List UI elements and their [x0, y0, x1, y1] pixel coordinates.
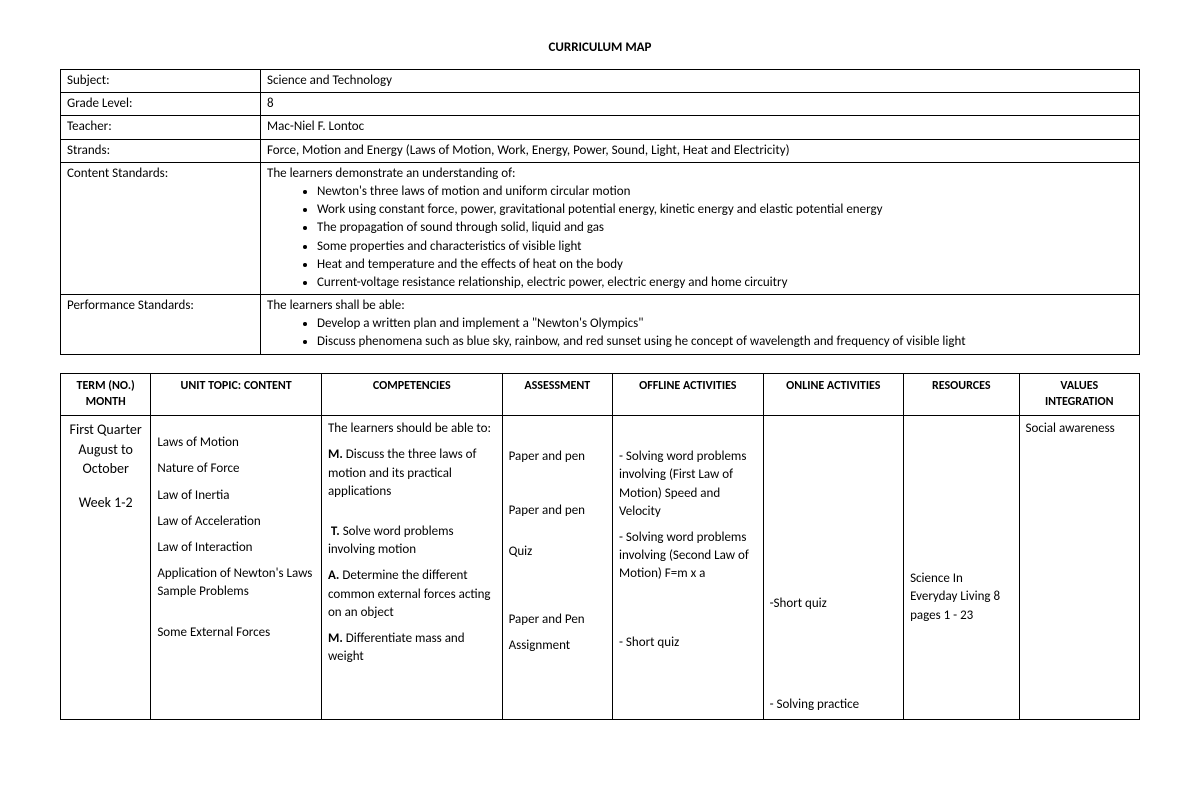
- online-item: -Short quiz: [770, 595, 898, 613]
- col-header-online: ONLINE ACTIVITIES: [763, 373, 904, 416]
- bullet-item: Current-voltage resistance relationship,…: [317, 274, 1133, 292]
- offline-item: - Solving word problems involving (First…: [619, 448, 757, 521]
- col-header-competencies: COMPETENCIES: [321, 373, 502, 416]
- bullet-item: Work using constant force, power, gravit…: [317, 201, 1133, 219]
- assessment-item: Quiz: [509, 543, 606, 561]
- content-standards-row: Content Standards: The learners demonstr…: [61, 162, 1140, 294]
- cs-intro: The learners demonstrate an understandin…: [267, 166, 516, 181]
- assessment-item: Paper and pen: [509, 502, 606, 520]
- assessment-cell: Paper and pen Paper and pen Quiz Paper a…: [502, 416, 612, 719]
- col-header-resources: RESOURCES: [904, 373, 1019, 416]
- bullet-item: Heat and temperature and the effects of …: [317, 256, 1133, 274]
- comp-text: Solve word problems involving motion: [328, 524, 454, 557]
- col-header-assessment: ASSESSMENT: [502, 373, 612, 416]
- unit-topic: Nature of Force: [157, 460, 315, 478]
- col-header-term: TERM (NO.) MONTH: [61, 373, 151, 416]
- info-table: Subject: Science and Technology Grade Le…: [60, 69, 1140, 355]
- unit-topic: Laws of Motion: [157, 434, 315, 452]
- comp-code: M.: [328, 631, 343, 646]
- values-cell: Social awareness: [1019, 416, 1140, 719]
- offline-item: - Solving word problems involving (Secon…: [619, 529, 757, 584]
- info-label: Content Standards:: [61, 162, 261, 294]
- unit-topic: Law of Inertia: [157, 487, 315, 505]
- online-item: - Solving practice: [770, 696, 898, 714]
- bullet-item: Develop a written plan and implement a "…: [317, 315, 1133, 333]
- unit-topic: Application of Newton's Laws Sample Prob…: [157, 565, 315, 601]
- unit-topic: Law of Interaction: [157, 539, 315, 557]
- header-row: TERM (NO.) MONTH UNIT TOPIC: CONTENT COM…: [61, 373, 1140, 416]
- unit-topic: Law of Acceleration: [157, 513, 315, 531]
- values-text: Social awareness: [1026, 420, 1134, 438]
- info-value: 8: [261, 93, 1140, 116]
- info-row: Teacher: Mac-Niel F. Lontoc: [61, 116, 1140, 139]
- comp-intro: The learners should be able to:: [328, 420, 496, 438]
- competencies-cell: The learners should be able to: M. Discu…: [321, 416, 502, 719]
- term-line: First Quarter: [67, 420, 144, 440]
- info-label: Grade Level:: [61, 93, 261, 116]
- table-row: First Quarter August to October Week 1-2…: [61, 416, 1140, 719]
- info-row: Subject: Science and Technology: [61, 70, 1140, 93]
- unit-cell: Laws of Motion Nature of Force Law of In…: [151, 416, 322, 719]
- competency: T. Solve word problems involving motion: [328, 523, 496, 559]
- info-row: Grade Level: 8: [61, 93, 1140, 116]
- page-title: CURRICULUM MAP: [60, 40, 1140, 55]
- competency: M. Discuss the three laws of motion and …: [328, 446, 496, 501]
- unit-topic: Some External Forces: [157, 624, 315, 642]
- online-cell: -Short quiz - Solving practice: [763, 416, 904, 719]
- info-label: Performance Standards:: [61, 295, 261, 355]
- comp-code: M.: [328, 447, 343, 462]
- performance-standards-row: Performance Standards: The learners shal…: [61, 295, 1140, 355]
- ps-intro: The learners shall be able:: [267, 298, 405, 313]
- term-line: August to October: [67, 440, 144, 479]
- term-cell: First Quarter August to October Week 1-2: [61, 416, 151, 719]
- info-value: Mac-Niel F. Lontoc: [261, 116, 1140, 139]
- info-value: Science and Technology: [261, 70, 1140, 93]
- cs-bullets: Newton's three laws of motion and unifor…: [267, 183, 1133, 292]
- bullet-item: Newton's three laws of motion and unifor…: [317, 183, 1133, 201]
- comp-text: Discuss the three laws of motion and its…: [328, 447, 476, 498]
- bullet-item: The propagation of sound through solid, …: [317, 219, 1133, 237]
- bullet-item: Some properties and characteristics of v…: [317, 238, 1133, 256]
- info-value: Force, Motion and Energy (Laws of Motion…: [261, 139, 1140, 162]
- comp-text: Determine the different common external …: [328, 568, 491, 619]
- info-label: Strands:: [61, 139, 261, 162]
- col-header-unit: UNIT TOPIC: CONTENT: [151, 373, 322, 416]
- bullet-item: Discuss phenomena such as blue sky, rain…: [317, 333, 1133, 351]
- resources-cell: Science In Everyday Living 8 pages 1 - 2…: [904, 416, 1019, 719]
- assessment-item: Paper and pen: [509, 448, 606, 466]
- assessment-item: Paper and Pen: [509, 611, 606, 629]
- term-line: Week 1-2: [67, 493, 144, 513]
- info-row: Strands: Force, Motion and Energy (Laws …: [61, 139, 1140, 162]
- col-header-values: VALUES INTEGRATION: [1019, 373, 1140, 416]
- comp-code: T.: [331, 524, 340, 539]
- assessment-item: Assignment: [509, 637, 606, 655]
- competency: M. Differentiate mass and weight: [328, 630, 496, 666]
- info-label: Subject:: [61, 70, 261, 93]
- curriculum-table: TERM (NO.) MONTH UNIT TOPIC: CONTENT COM…: [60, 373, 1140, 720]
- resources-text: Science In Everyday Living 8 pages 1 - 2…: [910, 570, 1012, 625]
- comp-code: A.: [328, 568, 339, 583]
- content-standards-cell: The learners demonstrate an understandin…: [261, 162, 1140, 294]
- offline-cell: - Solving word problems involving (First…: [613, 416, 764, 719]
- offline-item: - Short quiz: [619, 634, 757, 652]
- col-header-offline: OFFLINE ACTIVITIES: [613, 373, 764, 416]
- comp-text: Differentiate mass and weight: [328, 631, 465, 664]
- competency: A. Determine the different common extern…: [328, 567, 496, 622]
- info-label: Teacher:: [61, 116, 261, 139]
- ps-bullets: Develop a written plan and implement a "…: [267, 315, 1133, 351]
- performance-standards-cell: The learners shall be able: Develop a wr…: [261, 295, 1140, 355]
